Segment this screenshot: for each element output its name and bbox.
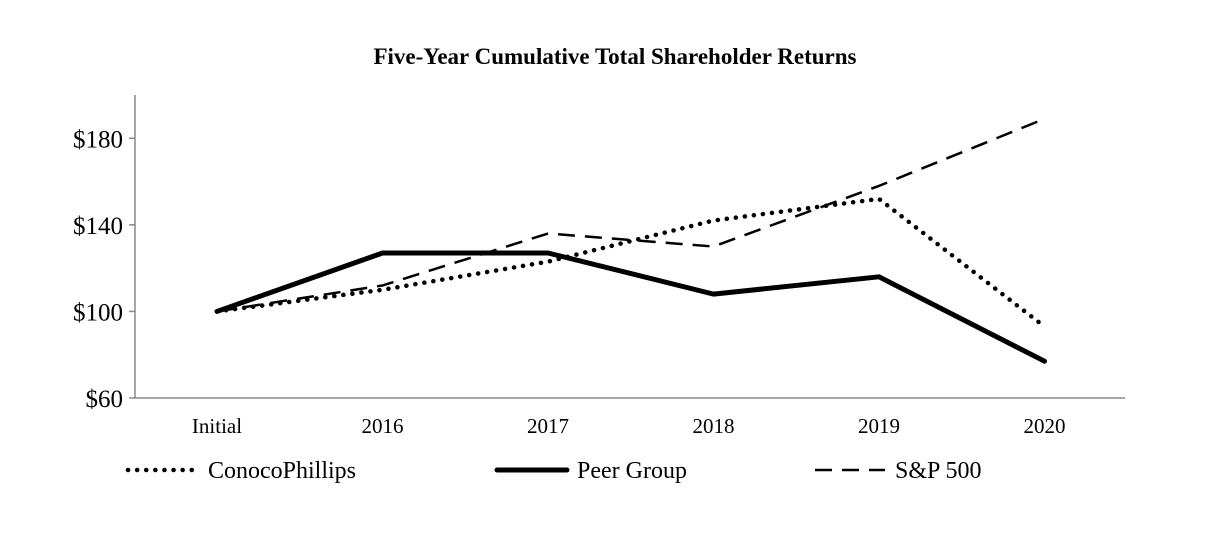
legend-label: S&P 500 [895,458,981,484]
chart-title: Five-Year Cumulative Total Shareholder R… [373,44,856,69]
y-tick-label: $140 [73,213,123,240]
data-point [713,246,714,247]
data-point [382,289,383,290]
x-tick-label: Initial [192,414,242,438]
x-tick-label: 2018 [693,414,735,438]
x-tick-label: 2020 [1024,414,1066,438]
legend-label: ConocoPhillips [208,458,356,484]
legend: ConocoPhillips Peer Group S&P 500 [125,458,981,484]
legend-label: Peer Group [577,458,687,484]
data-point [1044,118,1045,119]
x-tick-label: 2017 [527,414,569,438]
series-line-conocophillips [214,196,1047,329]
y-tick-label: $60 [86,386,124,413]
y-tick-label: $100 [73,299,123,326]
axes [134,95,1125,399]
data-point [713,220,714,221]
series-line-peer-group [214,250,1047,364]
x-tick-labels: Initial 2016 2017 2018 2019 2020 [192,414,1066,438]
data-point [1044,326,1045,327]
series-lines [214,117,1047,364]
y-tick-labels: $60 $100 $140 $180 [73,126,135,413]
series-line-s-p-500 [216,117,1045,313]
y-tick-label: $180 [73,126,123,153]
x-tick-label: 2016 [362,414,404,438]
x-tick-label: 2019 [858,414,900,438]
